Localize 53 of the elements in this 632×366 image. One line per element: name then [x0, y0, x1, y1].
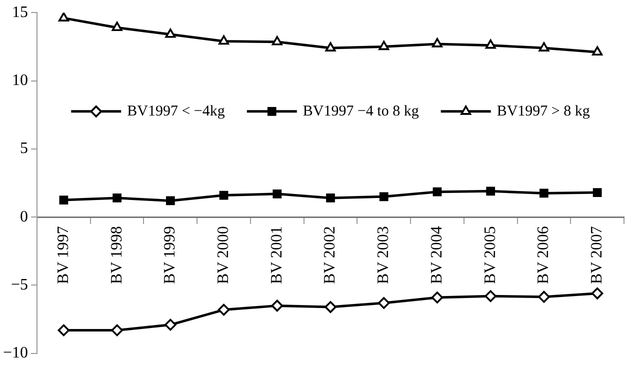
legend-label: BV1997 < −4kg — [127, 103, 226, 120]
point — [326, 194, 335, 202]
point — [271, 300, 284, 312]
x-tick-label: BV 2007 — [588, 226, 606, 284]
point — [378, 40, 390, 50]
point — [324, 301, 336, 313]
point — [218, 35, 230, 45]
point — [538, 290, 550, 303]
point — [540, 188, 548, 198]
x-tick-label: BV 2005 — [482, 226, 499, 284]
point — [272, 36, 282, 46]
y-tick-label: 5 — [20, 140, 28, 158]
point — [111, 324, 123, 336]
x-tick-label: BV 1999 — [162, 226, 179, 284]
point — [378, 297, 390, 309]
x-tick-label: BV 2004 — [428, 226, 446, 284]
point — [112, 194, 122, 202]
point — [431, 292, 444, 304]
point — [58, 12, 69, 22]
x-tick-label: BV 2003 — [375, 226, 392, 284]
point — [379, 192, 388, 202]
point — [59, 196, 68, 204]
y-tick-label: −10 — [2, 344, 28, 362]
point — [432, 38, 442, 48]
x-tick-label: BV 2000 — [214, 226, 232, 284]
y-tick-label: −5 — [10, 276, 28, 294]
x-tick-label: BV 2002 — [322, 226, 339, 284]
point — [165, 28, 176, 38]
point — [325, 42, 336, 52]
point — [166, 196, 175, 206]
point — [484, 290, 496, 302]
point — [592, 188, 602, 197]
y-tick-label: 0 — [20, 208, 28, 226]
y-tick-label: 15 — [12, 4, 28, 21]
point — [485, 39, 496, 49]
point — [272, 189, 282, 198]
point — [164, 318, 176, 331]
point — [112, 22, 122, 31]
point — [592, 46, 603, 56]
point — [538, 42, 550, 52]
legend-label: BV1997 > 8 kg — [496, 103, 590, 120]
point — [432, 187, 442, 196]
point — [58, 324, 70, 336]
y-tick-label: 10 — [12, 72, 28, 89]
x-tick-label: BV 2006 — [535, 226, 552, 284]
legend-label: BV1997 −4 to 8 kg — [302, 103, 420, 120]
x-tick-label: BV 1998 — [108, 226, 126, 284]
point — [591, 288, 604, 300]
x-tick-label: BV 1997 — [54, 226, 72, 284]
point — [486, 186, 496, 196]
point — [218, 304, 230, 316]
point — [219, 190, 228, 200]
x-tick-label: BV 2001 — [268, 226, 286, 284]
